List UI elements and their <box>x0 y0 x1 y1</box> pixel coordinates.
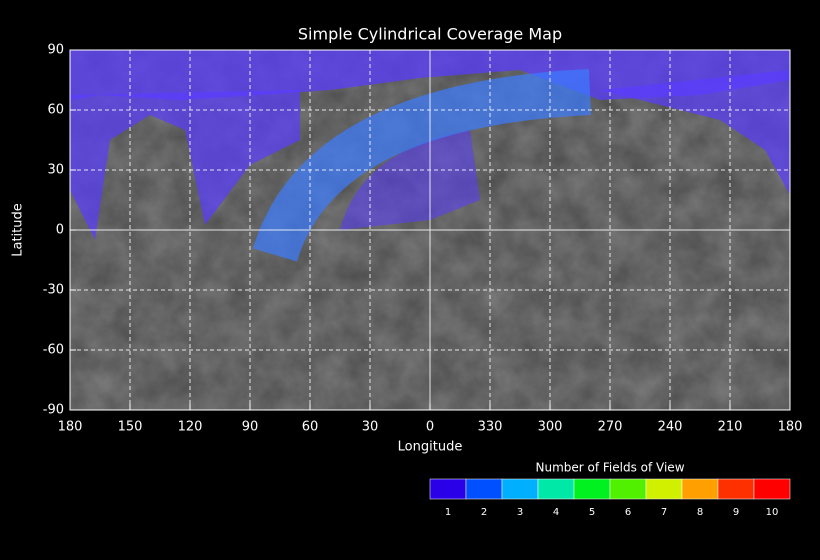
colorbar-cell <box>501 478 539 500</box>
colorbar-label: 8 <box>697 507 703 518</box>
x-tick-label: 90 <box>242 420 259 435</box>
colorbar-cell <box>645 478 683 500</box>
colorbar-cell <box>681 478 719 500</box>
x-tick-label: 330 <box>478 420 503 435</box>
y-tick-label: -30 <box>43 283 64 298</box>
colorbar-label: 1 <box>445 507 451 518</box>
colorbar-label: 2 <box>481 507 487 518</box>
x-tick-label: 30 <box>362 420 379 435</box>
x-tick-label: 180 <box>58 420 83 435</box>
colorbar-cell <box>429 478 467 500</box>
colorbar-cell <box>465 478 503 500</box>
colorbar-label: 3 <box>517 507 523 518</box>
y-axis-label: Latitude <box>11 203 26 257</box>
x-tick-label: 240 <box>658 420 683 435</box>
y-tick-label: 30 <box>47 163 64 178</box>
y-tick-label: 0 <box>56 223 64 238</box>
y-tick-label: -90 <box>43 403 64 418</box>
x-axis-label: Longitude <box>398 440 463 455</box>
colorbar-title: Number of Fields of View <box>535 461 684 475</box>
x-tick-label: 150 <box>118 420 143 435</box>
colorbar-label: 9 <box>733 507 739 518</box>
colorbar-label: 10 <box>766 507 779 518</box>
colorbar-label: 6 <box>625 507 631 518</box>
colorbar-cell <box>717 478 755 500</box>
x-tick-label: 180 <box>778 420 803 435</box>
chart-title: Simple Cylindrical Coverage Map <box>298 25 562 44</box>
x-tick-label: 270 <box>598 420 623 435</box>
colorbar-cell <box>537 478 575 500</box>
y-tick-label: 90 <box>47 43 64 58</box>
x-tick-label: 120 <box>178 420 203 435</box>
colorbar-label: 7 <box>661 507 667 518</box>
colorbar-cell <box>573 478 611 500</box>
colorbar-cell <box>753 478 791 500</box>
y-tick-label: 60 <box>47 103 64 118</box>
colorbar-cell <box>609 478 647 500</box>
x-tick-label: 210 <box>718 420 743 435</box>
x-tick-label: 60 <box>302 420 319 435</box>
x-tick-label: 0 <box>426 420 434 435</box>
colorbar-label: 4 <box>553 507 559 518</box>
y-tick-label: -60 <box>43 343 64 358</box>
colorbar-label: 5 <box>589 507 595 518</box>
x-tick-label: 300 <box>538 420 563 435</box>
